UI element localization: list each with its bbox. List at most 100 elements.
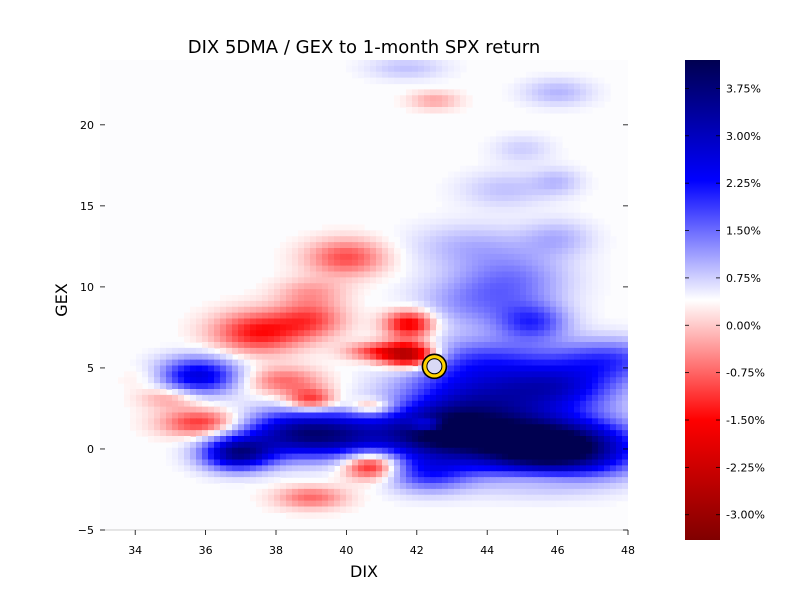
heatmap-cell (580, 377, 587, 384)
heatmap-cell (202, 394, 209, 402)
heatmap-cell (460, 283, 467, 290)
heatmap-cell (568, 212, 575, 220)
heatmap-cell (298, 512, 305, 519)
heatmap-cell (520, 101, 527, 108)
heatmap-cell (394, 394, 401, 402)
heatmap-cell (586, 494, 593, 502)
heatmap-cell (586, 465, 593, 472)
heatmap-cell (436, 89, 443, 96)
heatmap-cell (370, 312, 377, 320)
heatmap-cell (226, 447, 233, 455)
heatmap-cell (268, 436, 275, 443)
heatmap-cell (520, 130, 527, 137)
heatmap-cell (280, 453, 287, 461)
heatmap-cell (322, 265, 329, 273)
heatmap-cell (316, 277, 323, 284)
heatmap-cell (466, 101, 473, 108)
heatmap-cell (472, 377, 479, 384)
heatmap-cell (496, 183, 503, 190)
heatmap-cell (394, 377, 401, 384)
heatmap-cell (562, 154, 569, 161)
heatmap-cell (550, 430, 557, 437)
heatmap-cell (568, 289, 575, 296)
heatmap-cell (310, 389, 317, 396)
heatmap-cell (502, 136, 509, 143)
heatmap-cell (388, 324, 395, 331)
heatmap-cell (598, 95, 605, 102)
heatmap-cell (550, 236, 557, 243)
heatmap-cell (334, 312, 341, 320)
heatmap-cell (400, 406, 407, 414)
heatmap-cell (562, 224, 569, 231)
heatmap-cell (352, 347, 359, 355)
heatmap-cell (250, 459, 257, 466)
heatmap-cell (244, 312, 251, 320)
heatmap-cell (292, 336, 299, 343)
heatmap-cell (190, 459, 197, 466)
heatmap-cell (172, 389, 179, 396)
heatmap-cell (484, 300, 491, 308)
heatmap-cell (532, 347, 539, 355)
heatmap-cell (526, 159, 533, 167)
heatmap-cell (346, 60, 353, 67)
heatmap-cell (526, 494, 533, 502)
heatmap-cell (526, 206, 533, 214)
heatmap-cell (262, 500, 269, 508)
heatmap-cell (256, 312, 263, 320)
heatmap-cell (538, 324, 545, 331)
heatmap-cell (466, 342, 473, 349)
heatmap-cell (250, 353, 257, 361)
heatmap-cell (604, 494, 611, 502)
heatmap-cell (562, 189, 569, 196)
heatmap-cell (460, 224, 467, 231)
heatmap-cell (424, 212, 431, 220)
heatmap-cell (280, 359, 287, 367)
heatmap-cell (592, 406, 599, 414)
heatmap-cell (286, 500, 293, 508)
heatmap-cell (250, 424, 257, 431)
heatmap-cell (604, 289, 611, 296)
heatmap-cell (322, 441, 329, 449)
heatmap-cell (586, 430, 593, 437)
heatmap-cell (184, 441, 191, 449)
heatmap-cell (130, 371, 137, 378)
heatmap-cell (562, 300, 569, 308)
heatmap-cell (586, 383, 593, 390)
heatmap-cell (466, 218, 473, 226)
heatmap-cell (190, 471, 197, 478)
heatmap-cell (412, 248, 419, 255)
heatmap-cell (460, 377, 467, 384)
heatmap-cell (298, 283, 305, 290)
heatmap-cell (280, 365, 287, 372)
heatmap-cell (454, 271, 461, 278)
heatmap-cell (394, 330, 401, 337)
heatmap-cell (274, 300, 281, 308)
heatmap-cell (436, 95, 443, 102)
heatmap-cell (340, 289, 347, 296)
heatmap-cell (352, 253, 359, 261)
heatmap-cell (394, 289, 401, 296)
heatmap-cell (208, 436, 215, 443)
heatmap-cell (190, 353, 197, 361)
heatmap-cell (334, 506, 341, 513)
heatmap-cell (544, 212, 551, 220)
heatmap-cell (460, 430, 467, 437)
heatmap-cell (496, 430, 503, 437)
heatmap-cell (580, 295, 587, 302)
heatmap-cell (472, 353, 479, 361)
heatmap-cell (562, 342, 569, 349)
heatmap-cell (454, 377, 461, 384)
heatmap-cell (568, 483, 575, 490)
heatmap-cell (400, 389, 407, 396)
heatmap-cell (496, 494, 503, 502)
heatmap-cell (376, 418, 383, 425)
heatmap-cell (406, 441, 413, 449)
heatmap-cell (502, 265, 509, 273)
heatmap-cell (310, 259, 317, 267)
heatmap-cell (196, 471, 203, 478)
heatmap-cell (352, 271, 359, 278)
heatmap-cell (604, 271, 611, 278)
heatmap-cell (538, 107, 545, 114)
heatmap-cell (586, 265, 593, 273)
heatmap-cell (370, 436, 377, 443)
